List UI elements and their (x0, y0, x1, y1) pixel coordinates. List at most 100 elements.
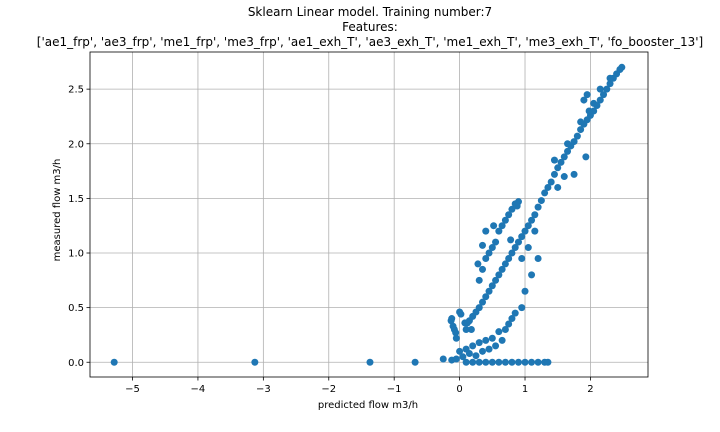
y-tick-label: 0.5 (68, 303, 84, 314)
x-tick-label: −1 (387, 384, 402, 395)
scatter-point (618, 63, 626, 71)
scatter-point (505, 320, 513, 328)
scatter-point (490, 222, 498, 230)
scatter-point (528, 216, 536, 224)
scatter-point (518, 233, 526, 241)
scatter-point (600, 91, 608, 99)
scatter-point (467, 325, 475, 333)
scatter-point (465, 350, 473, 358)
scatter-point (596, 85, 604, 93)
x-tick-label: −5 (125, 384, 140, 395)
x-tick-label: 0 (456, 384, 462, 395)
scatter-point (507, 236, 515, 244)
scatter-point (474, 260, 482, 268)
scatter-point (518, 304, 526, 312)
scatter-point (251, 358, 259, 366)
scatter-point (577, 118, 585, 126)
scatter-point (452, 355, 460, 363)
scatter-point (495, 227, 503, 235)
y-axis-label: measured flow m3/h (52, 159, 63, 262)
scatter-point (475, 358, 483, 366)
scatter-point (488, 334, 496, 342)
scatter-point (564, 147, 572, 155)
scatter-point (564, 140, 572, 148)
scatter-point (577, 126, 585, 134)
scatter-point (462, 358, 470, 366)
x-tick-label: 2 (587, 384, 593, 395)
scatter-point (570, 138, 578, 146)
scatter-point (495, 358, 503, 366)
y-axis-ticks: 0.0 0.5 1.0 1.5 2.0 2.5 (68, 85, 90, 369)
chart-title-line-1: Sklearn Linear model. Training number:7 (248, 5, 492, 19)
y-tick-label: 1.0 (68, 249, 84, 260)
scatter-point (557, 158, 565, 166)
x-tick-label: −4 (191, 384, 206, 395)
scatter-point (554, 164, 562, 172)
scatter-point (544, 183, 552, 191)
scatter-point (482, 358, 490, 366)
scatter-point (485, 287, 493, 295)
scatter-point (110, 358, 118, 366)
x-axis-ticks: −5 −4 −3 −2 −1 0 1 2 (125, 377, 594, 395)
scatter-point (603, 85, 611, 93)
scatter-point (475, 339, 483, 347)
scatter-point (495, 271, 503, 279)
scatter-point (531, 227, 539, 235)
x-tick-label: −3 (256, 384, 271, 395)
scatter-point (508, 249, 516, 257)
scatter-point (482, 336, 490, 344)
scatter-point (492, 342, 500, 350)
scatter-point (537, 197, 545, 205)
scatter-point (482, 254, 490, 262)
scatter-point (485, 345, 493, 353)
scatter-point (482, 293, 490, 301)
scatter-point (590, 99, 598, 107)
scatter-point (472, 352, 480, 360)
scatter-point (596, 96, 604, 104)
scatter-point (447, 317, 455, 325)
scatter-point (508, 315, 516, 323)
scatter-point (511, 244, 519, 252)
scatter-point (547, 178, 555, 186)
x-axis-label: predicted flow m3/h (318, 400, 418, 411)
scatter-point (508, 205, 516, 213)
scatter-point (582, 153, 590, 161)
scatter-point (524, 222, 532, 230)
scatter-point (452, 329, 460, 337)
y-tick-label: 2.0 (68, 139, 84, 150)
scatter-point (560, 173, 568, 181)
scatter-point (534, 254, 542, 262)
chart-title: Sklearn Linear model. Training number:7 … (37, 5, 703, 49)
scatter-point (501, 260, 509, 268)
scatter-point (488, 244, 496, 252)
scatter-point (498, 336, 506, 344)
scatter-point (528, 271, 536, 279)
scatter-point (462, 325, 470, 333)
scatter-point (498, 222, 506, 230)
scatter-point (478, 298, 486, 306)
scatter-point (501, 216, 509, 224)
scatter-point (492, 276, 500, 284)
scatter-point (606, 74, 614, 82)
scatter-point (498, 265, 506, 273)
scatter-point (475, 304, 483, 312)
scatter-point (501, 358, 509, 366)
scatter-point (528, 358, 536, 366)
scatter-point (521, 358, 529, 366)
scatter-point (457, 310, 465, 318)
scatter-point (452, 334, 460, 342)
scatter-point (439, 355, 447, 363)
scatter-point (488, 282, 496, 290)
scatter-point (478, 347, 486, 355)
scatter-point (478, 241, 486, 249)
scatter-point (518, 254, 526, 262)
scatter-point (514, 238, 522, 246)
scatter-point (554, 183, 562, 191)
scatter-point (544, 358, 552, 366)
scatter-point (550, 156, 558, 164)
scatter-point (514, 358, 522, 366)
scatter-point (366, 358, 374, 366)
grid-lines (90, 52, 648, 377)
y-tick-label: 0.0 (68, 358, 84, 369)
scatter-point (501, 325, 509, 333)
